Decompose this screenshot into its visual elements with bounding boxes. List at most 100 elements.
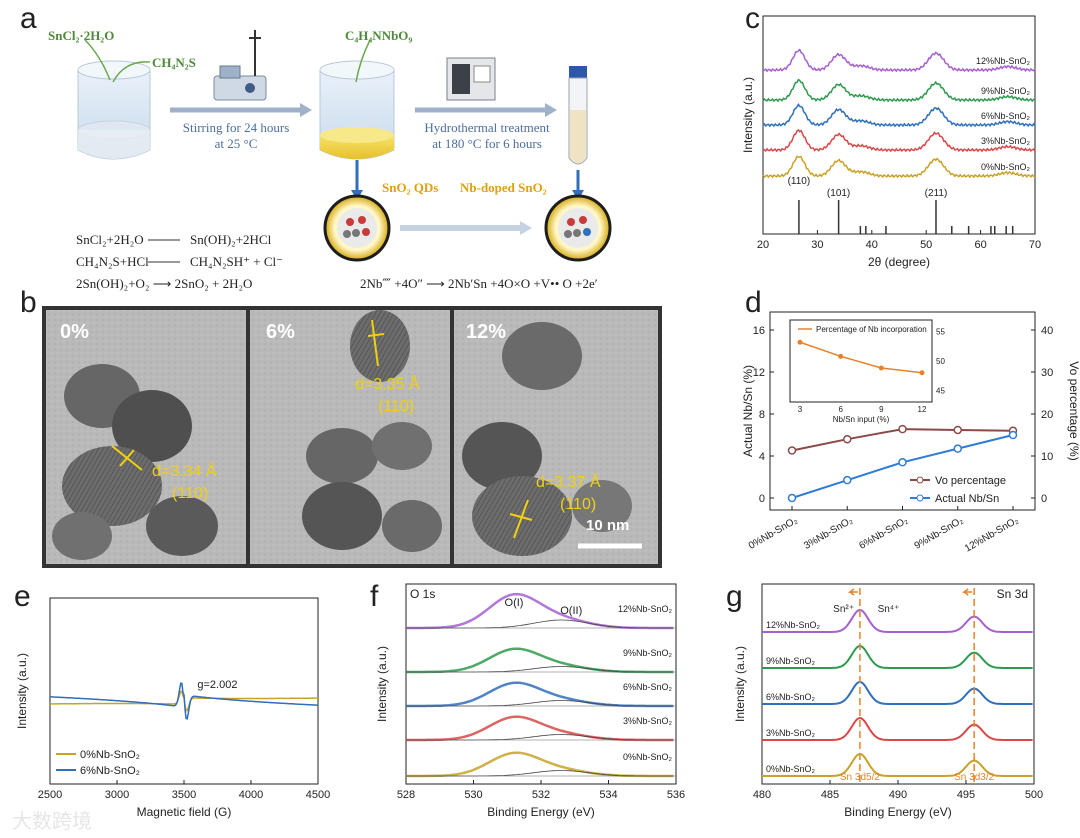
y-axis-title: Intensity (a.u.)	[741, 77, 755, 153]
x-axis-tick-label: 20	[757, 239, 769, 251]
panel-title: O 1s	[410, 587, 435, 601]
equation-3: 2Sn(OH)₂+O₂ ⟶ 2SnO₂ + 2H₂O	[76, 276, 253, 291]
chart-o1s: 528 530 532 534 536 Binding Energy (eV) Intens…	[375, 583, 685, 819]
chart-sn3d: 480 485 490 495 500 Binding Energy (eV) Intens…	[733, 583, 1043, 819]
tem-particles-1	[302, 310, 442, 552]
y-axis-title: Intensity (a.u.)	[375, 646, 389, 722]
xrd-series-label: 12%Nb-SnO₂	[976, 56, 1031, 66]
xps-series-label: 9%Nb-SnO₂	[766, 656, 816, 666]
chart-xrd: 20 30 40 50 60 70 2θ (degree) Intensity (a.u.) 1…	[741, 15, 1041, 269]
xrd-series-label: 3%Nb-SnO₂	[981, 136, 1031, 146]
peak-label: (110)	[788, 176, 811, 187]
y-tick-label: 16	[753, 325, 765, 337]
inset-x-tick-label: 6	[838, 405, 843, 414]
x-axis-tick-label: 4500	[306, 789, 330, 801]
xrd-series-label: 0%Nb-SnO₂	[981, 162, 1031, 172]
equation-2-left: CH₄N₂S+HCl	[76, 254, 149, 269]
y-tick-label: 12	[753, 367, 765, 379]
y-tick-label: 8	[759, 409, 765, 421]
legend-label: Actual Nb/Sn	[935, 493, 999, 505]
y-axis-title: Intensity (a.u.)	[733, 646, 747, 722]
xps-series-label: 3%Nb-SnO₂	[623, 716, 673, 726]
step2-text: Hydrothermal treatment at 180 °C for 6 ho…	[424, 120, 550, 151]
xrd-series-label: 9%Nb-SnO₂	[981, 86, 1031, 96]
inset-x-title: Nb/Sn input (%)	[833, 415, 890, 424]
xrd-series-line	[762, 129, 1036, 153]
x-axis-title: 2θ (degree)	[868, 255, 930, 269]
xrd-series-line	[762, 155, 1036, 179]
data-point	[787, 493, 797, 503]
equation-1-left: SnCl₂+2H₂O	[76, 232, 144, 247]
data-point	[953, 444, 962, 453]
legend-label: 6%Nb-SnO₂	[80, 765, 140, 777]
y2-tick-label: 0	[1041, 493, 1047, 505]
xrd-series-line	[762, 102, 1036, 128]
peak-label: O(II)	[560, 605, 582, 617]
centrifuge-tube	[568, 66, 588, 165]
g-factor-annotation: g=2.002	[197, 679, 237, 691]
xps-series-label: 9%Nb-SnO₂	[623, 648, 673, 658]
peak-label: (101)	[827, 188, 850, 199]
x-axis-tick-label: 3000	[105, 789, 129, 801]
x-axis-title: Magnetic field (G)	[137, 805, 232, 819]
x-axis-tick-label: 70	[1029, 239, 1041, 251]
inset-x-tick-label: 3	[798, 405, 803, 414]
inset-point	[797, 339, 803, 345]
shift-arrow	[961, 588, 973, 596]
data-point	[843, 434, 852, 444]
inset-frame	[789, 319, 933, 403]
y2-tick-label: 40	[1041, 325, 1053, 337]
xps-series-line	[762, 680, 1033, 705]
xps-series-line	[762, 608, 1033, 633]
data-point	[843, 475, 852, 485]
x-axis-tick-label: 530	[464, 789, 482, 801]
synthesis-schematic	[77, 30, 612, 263]
xrd-series-line	[762, 78, 1035, 103]
chart-nb-vo: 0 4 8 12 16 0 10 20 30 40 0%Nb-SnO₂ 3%Nb-SnO₂ 6%Nb-S…	[741, 311, 1080, 555]
x-tick-label: 6%Nb-SnO₂	[857, 515, 910, 552]
peak-label: O(I)	[505, 597, 524, 609]
epr-series-line	[49, 682, 319, 720]
data-point	[898, 458, 907, 467]
y2-tick-label: 30	[1041, 367, 1053, 379]
peak-marker-label: Sn 3d5/2	[840, 772, 880, 783]
qd-particle-1	[323, 194, 391, 262]
x-axis-tick-label: 50	[920, 239, 932, 251]
step1-text: Stirring for 24 hours at 25 °C	[182, 120, 290, 151]
reagent-sncl2: SnCl₂·2H₂O	[48, 28, 115, 43]
stirrer-icon	[213, 30, 267, 101]
inset-x-tick-label: 9	[879, 405, 884, 414]
y-tick-label: 0	[759, 493, 765, 505]
oven-icon	[446, 57, 496, 101]
xps-series-label: 0%Nb-SnO₂	[623, 752, 673, 762]
panel-label-b: b	[20, 286, 37, 319]
legend-marker	[916, 494, 924, 502]
equation-1-right: Sn(OH)₂+2HCl	[190, 232, 272, 247]
x-axis-tick-label: 490	[889, 789, 907, 801]
xps-series-label: 3%Nb-SnO₂	[766, 728, 816, 738]
plane-0: (110)	[172, 485, 209, 502]
panel-label-g: g	[726, 580, 743, 613]
qd-particle-2	[544, 194, 612, 262]
x-tick-label: 0%Nb-SnO₂	[747, 515, 800, 552]
xps-series-label: 12%Nb-SnO₂	[766, 620, 821, 630]
product-sno2-qds: SnO₂ QDs	[382, 180, 439, 195]
chart-epr: 2500 3000 3500 4000 4500 Magnetic field (G) In…	[15, 597, 330, 819]
x-axis-tick-label: 528	[397, 789, 415, 801]
inset-point	[838, 353, 844, 359]
panel-label-e: e	[14, 580, 31, 613]
defect-equation: 2Nb⁗ +4O″ ⟶ 2Nb′Sn +4O×O +V•• O +2e′	[360, 276, 598, 291]
inset-point	[919, 370, 925, 376]
y-tick-label: 4	[759, 451, 765, 463]
x-tick-label: 3%Nb-SnO₂	[802, 515, 855, 552]
tem-label-0: 0%	[60, 321, 89, 343]
panel-title: Sn 3d	[997, 587, 1028, 601]
x-axis-tick-label: 532	[532, 789, 550, 801]
d-spacing-0: d=3.34 Å	[152, 463, 217, 480]
data-point	[953, 425, 962, 435]
xrd-series-label: 6%Nb-SnO₂	[981, 111, 1031, 121]
beaker-1	[77, 60, 151, 160]
equation-2-right: CH₄N₂SH⁺ + Cl⁻	[190, 254, 283, 269]
x-axis-tick-label: 60	[974, 239, 986, 251]
x-axis-tick-label: 495	[957, 789, 975, 801]
